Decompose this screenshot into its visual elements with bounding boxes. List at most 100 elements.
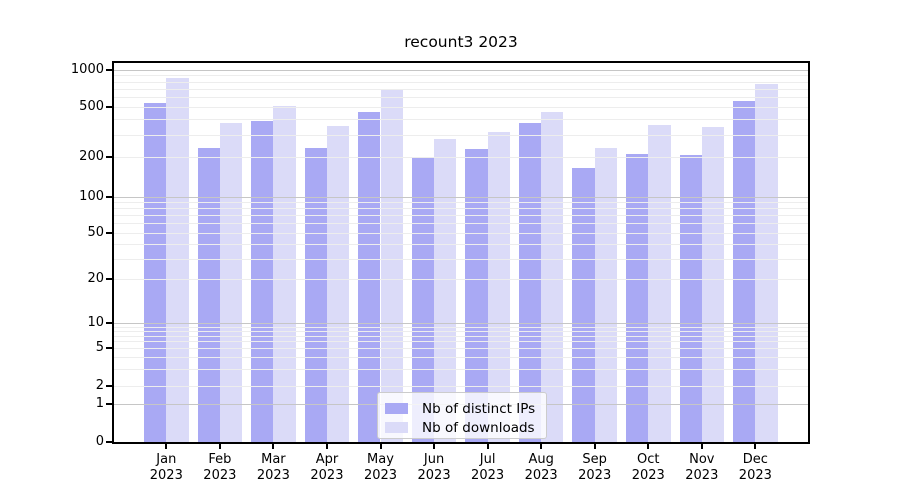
y-axis-tick-mark: [106, 403, 112, 405]
gridline-minor: [114, 88, 808, 90]
bar-distinct-ips: [679, 154, 702, 442]
bar-downloads: [273, 106, 296, 442]
bar-distinct-ips: [197, 148, 220, 442]
y-axis-tick-label: 200: [79, 148, 104, 164]
gridline-major: [114, 69, 808, 71]
legend-label: Nb of distinct IPs: [422, 400, 536, 417]
plot-area: [112, 61, 810, 444]
x-axis-tick-label: Jan 2023: [149, 452, 183, 483]
chart-title: recount3 2023: [404, 33, 518, 51]
y-axis-tick-label: 100: [79, 188, 104, 204]
gridline-minor: [114, 279, 808, 281]
gridline-minor: [114, 156, 808, 158]
legend-item-downloads: Nb of downloads: [385, 418, 538, 437]
gridline-minor: [114, 335, 808, 337]
bar-distinct-ips: [358, 112, 381, 442]
gridline-minor: [114, 119, 808, 121]
gridline-minor: [114, 347, 808, 349]
y-axis-tick-label: 5: [95, 339, 104, 355]
bar-distinct-ips: [465, 148, 488, 442]
y-axis-tick-label: 10: [87, 315, 104, 331]
x-axis-tick-mark: [433, 444, 436, 449]
gridline-minor: [114, 326, 808, 328]
x-axis-tick-mark: [218, 444, 221, 449]
bar-downloads: [487, 132, 510, 442]
bar-distinct-ips: [144, 102, 167, 442]
y-axis-tick-label: 20: [87, 271, 104, 287]
gridline-minor: [114, 331, 808, 333]
gridline-minor: [114, 202, 808, 204]
gridline-minor: [114, 134, 808, 136]
y-axis-tick-label: 500: [79, 99, 104, 114]
x-axis-tick-label: Jun 2023: [417, 452, 451, 483]
x-axis-tick-mark: [272, 444, 275, 449]
y-axis-tick-label: 1: [95, 396, 104, 411]
gridline-minor: [114, 368, 808, 370]
gridline-minor: [114, 232, 808, 234]
x-axis-tick-label: Sep 2023: [578, 452, 612, 483]
x-axis-tick-label: May 2023: [363, 452, 398, 483]
gridline-minor: [114, 215, 808, 217]
bar-distinct-ips: [625, 154, 649, 442]
y-axis-tick-label: 0: [95, 434, 104, 449]
bar-distinct-ips: [733, 100, 756, 442]
x-axis-tick-mark: [700, 444, 703, 449]
gridline-minor: [114, 97, 808, 99]
bar-distinct-ips: [304, 148, 327, 442]
x-axis-tick-mark: [486, 444, 489, 449]
gridline-minor: [114, 385, 808, 387]
x-axis-tick-mark: [754, 444, 757, 449]
bar-downloads: [326, 125, 350, 442]
x-axis-tick-label: Aug 2023: [524, 452, 558, 483]
x-axis-tick-label: Feb 2023: [203, 452, 237, 483]
x-axis-tick-label: Nov 2023: [685, 452, 719, 483]
x-axis-tick-label: Jul 2023: [471, 452, 505, 483]
y-axis-tick-mark: [106, 384, 112, 387]
gridline-minor: [114, 356, 808, 358]
gridline-minor: [114, 341, 808, 343]
legend: Nb of distinct IPs Nb of downloads: [377, 392, 547, 439]
gridline-minor: [114, 208, 808, 210]
bar-downloads: [434, 138, 457, 442]
bar-distinct-ips: [572, 167, 595, 442]
bar-downloads: [541, 112, 564, 442]
y-axis-tick-label: 1000: [70, 61, 104, 77]
y-axis-tick-mark: [106, 322, 112, 325]
bar-downloads: [166, 77, 189, 442]
y-axis-tick-mark: [106, 441, 112, 443]
gridline-minor: [114, 107, 808, 108]
gridline-minor: [114, 258, 808, 260]
legend-label: Nb of downloads: [422, 419, 535, 436]
legend-swatch-distinct-ips-icon: [385, 403, 408, 414]
gridline-minor: [114, 223, 808, 225]
legend-item-distinct-ips: Nb of distinct IPs: [385, 399, 538, 418]
bar-downloads: [380, 88, 403, 442]
y-axis-tick-mark: [106, 195, 112, 198]
x-axis-tick-mark: [647, 444, 650, 449]
bar-downloads: [219, 123, 243, 442]
y-axis-tick-mark: [106, 231, 112, 234]
y-axis-tick-label: 2: [95, 377, 104, 393]
bar-downloads: [755, 84, 778, 442]
gridline-major: [114, 323, 808, 325]
y-axis-tick-label: 50: [87, 224, 104, 240]
x-axis-tick-mark: [379, 444, 382, 449]
x-axis-tick-label: Oct 2023: [631, 452, 665, 483]
gridline-minor: [114, 75, 808, 77]
y-axis-tick-mark: [106, 68, 112, 71]
bar-distinct-ips: [411, 157, 435, 442]
bar-downloads: [594, 148, 617, 442]
x-axis-tick-label: Dec 2023: [738, 452, 772, 483]
gridline-minor: [114, 244, 808, 246]
y-axis-tick-mark: [106, 278, 112, 281]
x-axis-tick-mark: [325, 444, 328, 449]
x-axis-tick-mark: [593, 444, 596, 449]
gridline-major: [114, 196, 808, 198]
gridline-minor: [114, 81, 808, 83]
y-axis-tick-mark: [106, 106, 112, 108]
y-axis-tick-mark: [106, 155, 112, 158]
bar-distinct-ips: [251, 120, 274, 442]
x-axis-tick-mark: [540, 444, 543, 449]
bar-downloads: [701, 127, 725, 442]
